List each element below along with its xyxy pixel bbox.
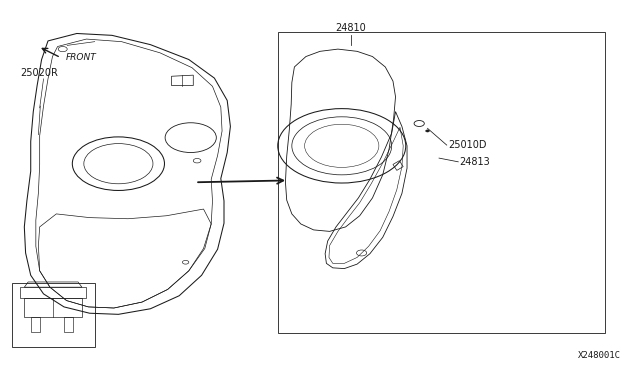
Bar bbox=[278, 32, 605, 333]
Text: 24810: 24810 bbox=[335, 23, 366, 33]
Circle shape bbox=[426, 130, 429, 132]
Text: 24813: 24813 bbox=[460, 157, 490, 167]
Bar bbox=[12, 283, 95, 347]
Bar bbox=[24, 298, 82, 317]
Text: 25020R: 25020R bbox=[20, 68, 58, 78]
Text: FRONT: FRONT bbox=[65, 53, 96, 62]
Bar bbox=[31, 317, 40, 332]
Text: 25010D: 25010D bbox=[448, 140, 486, 150]
Bar bbox=[64, 317, 73, 332]
Text: X248001C: X248001C bbox=[578, 351, 621, 360]
